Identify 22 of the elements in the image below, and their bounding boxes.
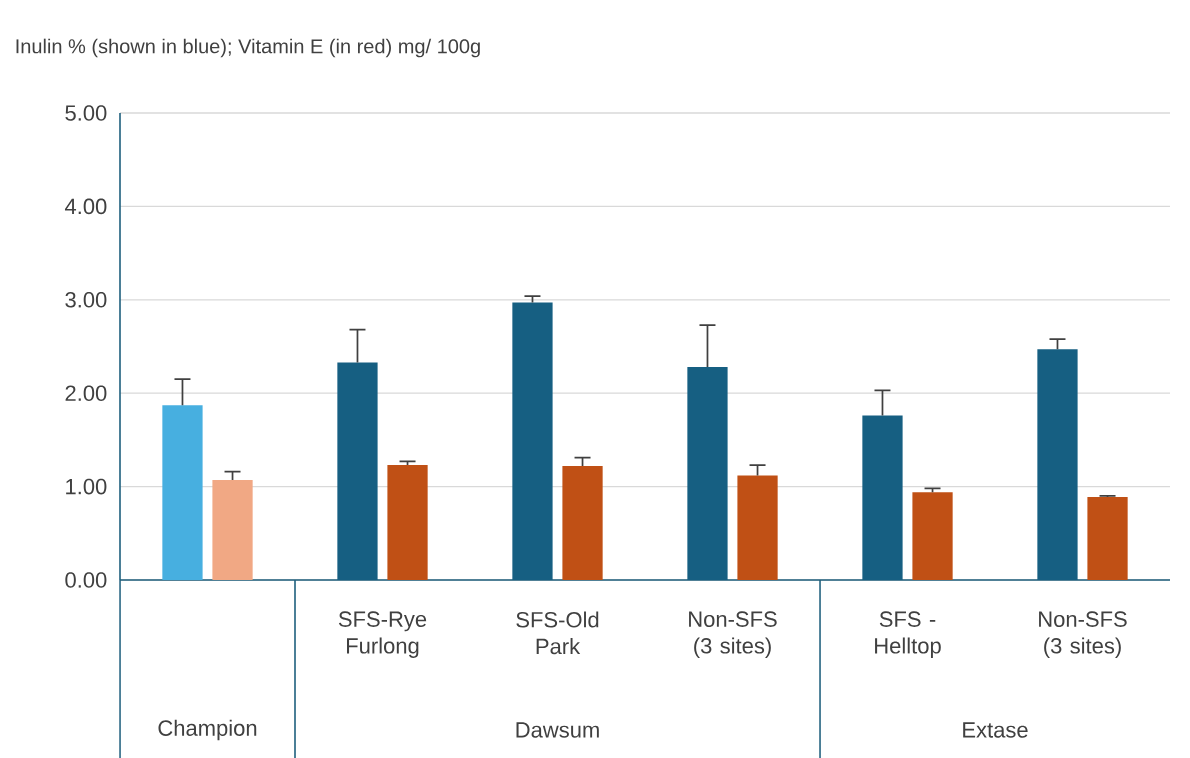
y-tick-label: 0.00 [65,572,107,588]
text: Dawsum [516,722,599,738]
x-tick-label: SFS - Helltop [875,611,941,658]
x-tick-label: Non-SFS (3 sites) [689,611,777,658]
y-tick-label: 4.00 [64,198,107,215]
text: Extase [963,722,1028,738]
x-tick-label: SFS-Old Park [516,611,599,655]
y-tick-label: 1.00 [66,478,107,495]
bar [912,492,953,580]
bar [387,465,428,580]
bar [212,480,253,580]
y-tick-label: 2.00 [65,385,107,401]
chart-title: Inulin % (shown in blue); Vitamin E (in red) mg/ 100g [16,38,480,58]
y-tick-label: 5.00 [65,105,107,121]
bar [562,466,603,580]
x-tick-label: SFS-Rye Furlong [338,611,427,658]
bar [1087,496,1128,580]
bar [737,475,778,580]
x-tick-label: Non-SFS (3 sites) [1039,611,1127,658]
bar [162,405,203,580]
text: Champion [158,719,257,741]
y-tick-label: 3.00 [65,292,107,308]
